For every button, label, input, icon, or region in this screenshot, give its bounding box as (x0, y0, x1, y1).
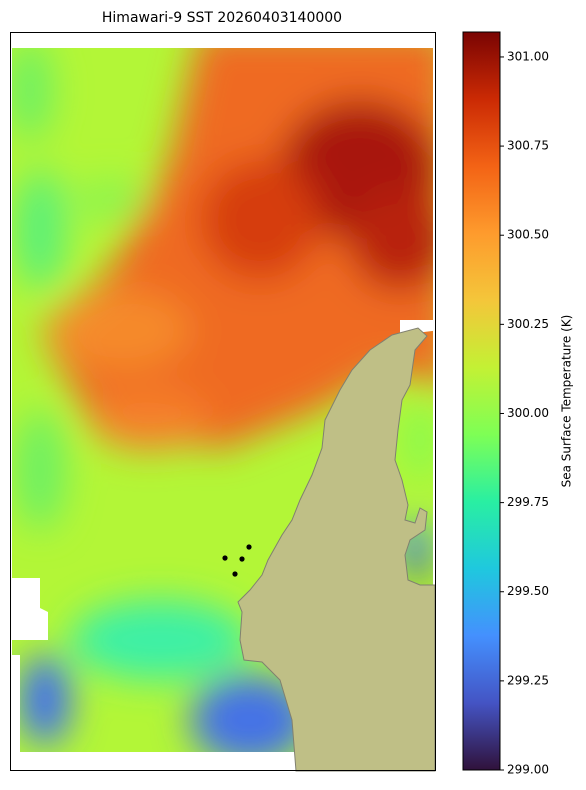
colorbar-tick-label: 299.25 (507, 673, 549, 687)
colorbar-tick-label: 299.00 (507, 763, 549, 777)
colorbar-tick-label: 300.75 (507, 139, 549, 153)
land (237, 327, 436, 772)
map-frame (10, 32, 436, 771)
colorbar-tick-label: 299.75 (507, 495, 549, 509)
colorbar-tick-label: 299.50 (507, 584, 549, 598)
colorbar: 299.00 299.25 299.50 299.75 300.00 300.25 300.… (462, 31, 549, 777)
colorbar-tick-label: 300.50 (507, 228, 549, 242)
colorbar-tick-label: 300.00 (507, 406, 549, 420)
colorbar-tick-label: 301.00 (507, 49, 549, 63)
colorbar-gradient (462, 31, 501, 771)
markers (222, 544, 252, 577)
colorbar-label: Sea Surface Temperature (K) (560, 315, 574, 488)
colorbar-tick-label: 300.25 (507, 317, 549, 331)
map-title: Himawari-9 SST 20260403140000 (102, 10, 342, 26)
